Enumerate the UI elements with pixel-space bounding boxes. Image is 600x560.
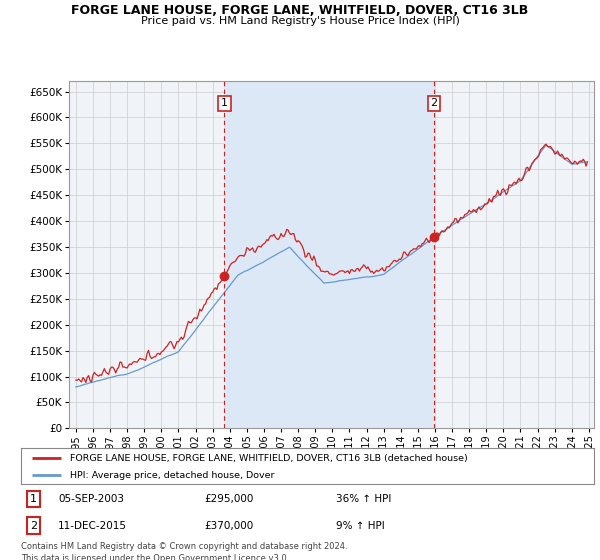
Text: HPI: Average price, detached house, Dover: HPI: Average price, detached house, Dove… xyxy=(70,471,274,480)
Text: 9% ↑ HPI: 9% ↑ HPI xyxy=(336,520,385,530)
Text: 1: 1 xyxy=(30,494,37,505)
Text: 1: 1 xyxy=(221,99,228,108)
Text: £370,000: £370,000 xyxy=(205,520,254,530)
Text: Price paid vs. HM Land Registry's House Price Index (HPI): Price paid vs. HM Land Registry's House … xyxy=(140,16,460,26)
Text: £295,000: £295,000 xyxy=(205,494,254,505)
Text: FORGE LANE HOUSE, FORGE LANE, WHITFIELD, DOVER, CT16 3LB: FORGE LANE HOUSE, FORGE LANE, WHITFIELD,… xyxy=(71,4,529,17)
Text: 2: 2 xyxy=(30,520,37,530)
Text: 2: 2 xyxy=(430,99,437,108)
Text: 05-SEP-2003: 05-SEP-2003 xyxy=(58,494,124,505)
Text: FORGE LANE HOUSE, FORGE LANE, WHITFIELD, DOVER, CT16 3LB (detached house): FORGE LANE HOUSE, FORGE LANE, WHITFIELD,… xyxy=(70,454,467,463)
Bar xyxy=(224,81,434,428)
Text: Contains HM Land Registry data © Crown copyright and database right 2024.
This d: Contains HM Land Registry data © Crown c… xyxy=(21,542,347,560)
Text: 36% ↑ HPI: 36% ↑ HPI xyxy=(336,494,392,505)
Text: 11-DEC-2015: 11-DEC-2015 xyxy=(58,520,127,530)
